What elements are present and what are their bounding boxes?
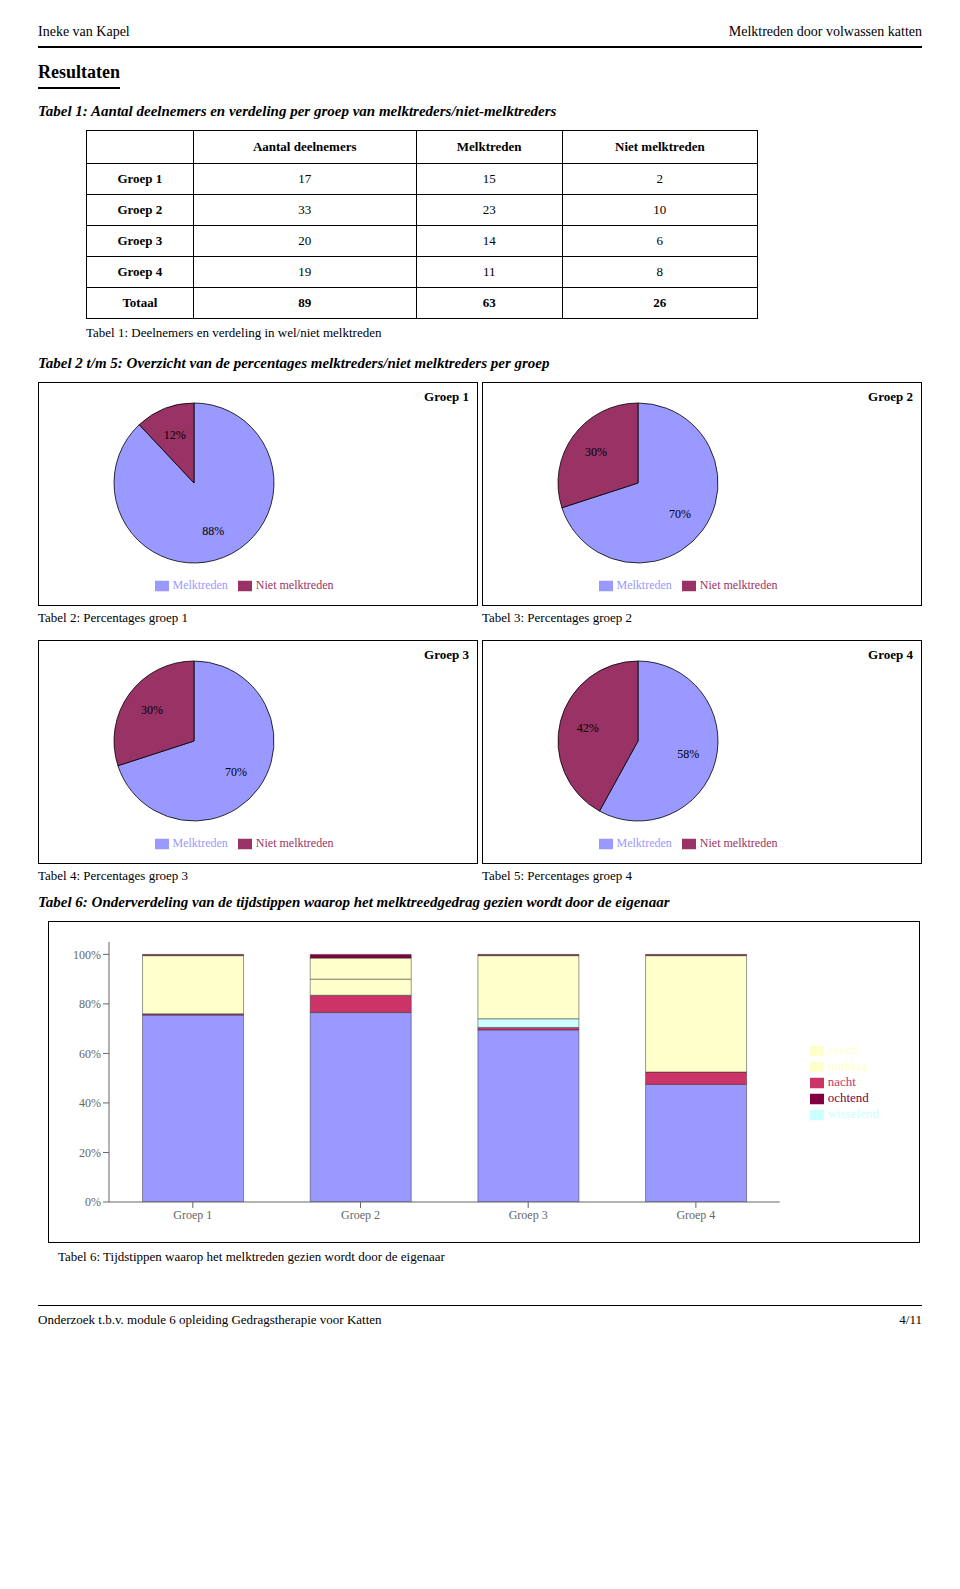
html-text:63: 63 xyxy=(482,295,496,310)
html-text:Melktreden door volwassen katt: Melktreden door volwassen katten xyxy=(728,24,922,39)
svg-text:100%: 100% xyxy=(73,948,101,962)
html-text:Niet melktreden: Niet melktreden xyxy=(615,139,705,154)
svg-text:70%: 70% xyxy=(669,507,691,521)
html-text:Melktreden: Melktreden xyxy=(456,139,522,154)
html-text:Tabel 3: Percentages groep 2: Tabel 3: Percentages groep 2 xyxy=(482,610,632,625)
html-text:Tabel 5: Percentages groep 4: Tabel 5: Percentages groep 4 xyxy=(482,868,632,883)
html-text:Niet melktreden: Niet melktreden xyxy=(255,835,334,850)
svg-text:88%: 88% xyxy=(202,524,224,538)
html-text:Ineke van Kapel: Ineke van Kapel xyxy=(38,24,130,39)
svg-text:60%: 60% xyxy=(79,1047,101,1061)
svg-text:30%: 30% xyxy=(585,445,607,459)
html-text:89: 89 xyxy=(298,295,312,310)
html-text:Groep 4: Groep 4 xyxy=(868,647,913,662)
html-text:nacht: nacht xyxy=(827,1074,856,1089)
html-text:Tabel 6: Onderverdeling van de: Tabel 6: Onderverdeling van de tijdstipp… xyxy=(38,894,670,910)
html-text:17: 17 xyxy=(298,171,312,186)
svg-text:12%: 12% xyxy=(164,428,186,442)
html-text:Onderzoek t.b.v. module 6 ople: Onderzoek t.b.v. module 6 opleiding Gedr… xyxy=(38,1312,382,1327)
svg-text:30%: 30% xyxy=(141,703,163,717)
html-text:Groep 1: Groep 1 xyxy=(424,389,469,404)
html-text:Groep 2: Groep 2 xyxy=(117,202,163,217)
html-text:26: 26 xyxy=(653,295,667,310)
html-text:4/11: 4/11 xyxy=(899,1312,922,1327)
svg-text:20%: 20% xyxy=(79,1146,101,1160)
html-text:11: 11 xyxy=(482,264,496,279)
html-text:ochtend: ochtend xyxy=(827,1090,869,1105)
svg-text:Groep 4: Groep 4 xyxy=(676,1208,715,1222)
html-text:Niet melktreden: Niet melktreden xyxy=(699,835,778,850)
html-text:Niet melktreden: Niet melktreden xyxy=(255,577,334,592)
svg-text:0%: 0% xyxy=(85,1195,101,1209)
svg-text:Groep 1: Groep 1 xyxy=(173,1208,212,1222)
html-text:15: 15 xyxy=(482,171,496,186)
html-text:Tabel 1: Deelnemers en verdeli: Tabel 1: Deelnemers en verdeling in wel/… xyxy=(86,325,382,340)
html-text:33: 33 xyxy=(298,202,312,217)
html-text:Melktreden: Melktreden xyxy=(172,577,228,592)
svg-text:80%: 80% xyxy=(79,997,101,1011)
html-text:19: 19 xyxy=(298,264,312,279)
html-text:Totaal: Totaal xyxy=(122,295,158,310)
svg-text:58%: 58% xyxy=(677,747,699,761)
html-text:14: 14 xyxy=(482,233,496,248)
html-text:Tabel 2 t/m 5: Overzicht van d: Tabel 2 t/m 5: Overzicht van de percenta… xyxy=(38,355,550,371)
html-text:2: 2 xyxy=(656,171,664,186)
svg-text:42%: 42% xyxy=(577,721,599,735)
html-text:10: 10 xyxy=(653,202,667,217)
html-text:Tabel 4: Percentages groep 3: Tabel 4: Percentages groep 3 xyxy=(38,868,188,883)
html-text:23: 23 xyxy=(482,202,496,217)
html-text:wisselend: wisselend xyxy=(827,1106,879,1121)
html-text:Groep 3: Groep 3 xyxy=(424,647,469,662)
html-text:Tabel 6: Tijdstippen waarop he: Tabel 6: Tijdstippen waarop het melktred… xyxy=(58,1249,445,1264)
html-text:Groep 1: Groep 1 xyxy=(117,171,163,186)
html-text:Tabel 1: Aantal deelnemers en: Tabel 1: Aantal deelnemers en verdeling … xyxy=(38,103,557,119)
html-text:Groep 2: Groep 2 xyxy=(868,389,913,404)
svg-text:Groep 3: Groep 3 xyxy=(509,1208,548,1222)
html-text:Tabel 2: Percentages groep 1: Tabel 2: Percentages groep 1 xyxy=(38,610,188,625)
html-text:Groep 4: Groep 4 xyxy=(117,264,163,279)
html-text:middag: middag xyxy=(827,1058,867,1073)
html-text:avond: avond xyxy=(827,1042,860,1057)
html-text:8: 8 xyxy=(656,264,664,279)
html-text:6: 6 xyxy=(656,233,664,248)
svg-text:40%: 40% xyxy=(79,1096,101,1110)
html-text:Resultaten: Resultaten xyxy=(38,62,120,82)
html-text:20: 20 xyxy=(298,233,312,248)
html-text:Melktreden: Melktreden xyxy=(172,835,228,850)
html-text:Groep 3: Groep 3 xyxy=(117,233,163,248)
svg-text:Groep 2: Groep 2 xyxy=(341,1208,380,1222)
svg-text:70%: 70% xyxy=(225,765,247,779)
html-text:Aantal deelnemers: Aantal deelnemers xyxy=(252,139,357,154)
html-text:Melktreden: Melktreden xyxy=(616,577,672,592)
html-text:Melktreden: Melktreden xyxy=(616,835,672,850)
html-text:Niet melktreden: Niet melktreden xyxy=(699,577,778,592)
